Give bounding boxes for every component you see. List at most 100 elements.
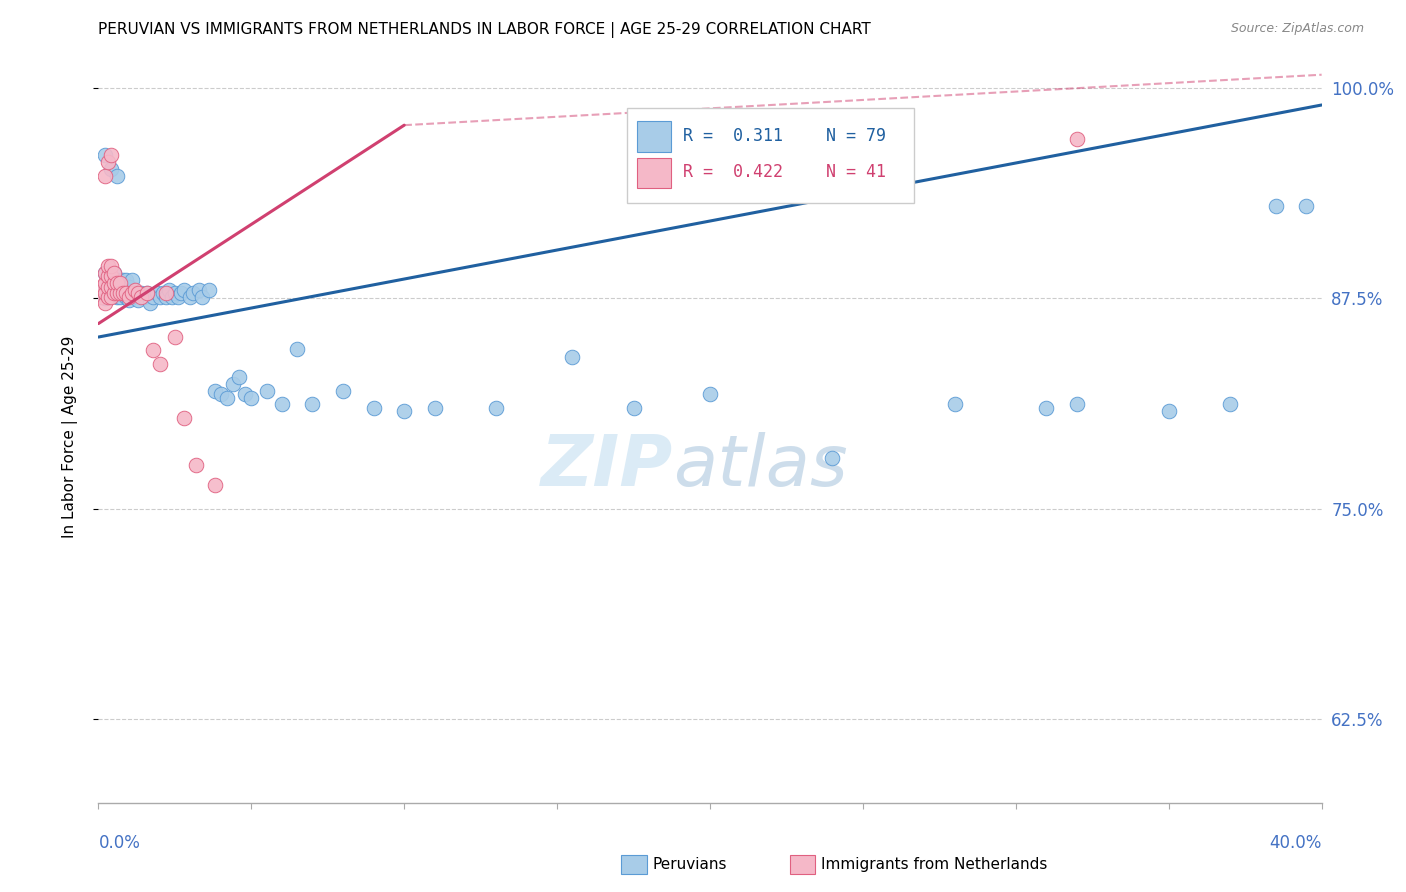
Point xyxy=(160,290,183,304)
Text: R =  0.311: R = 0.311 xyxy=(683,127,783,145)
Point xyxy=(332,384,354,398)
Point xyxy=(127,286,149,301)
Point xyxy=(943,397,966,411)
Point xyxy=(97,155,120,169)
Point xyxy=(93,266,115,280)
Point xyxy=(105,169,128,183)
Point xyxy=(181,286,204,301)
Point xyxy=(97,279,120,293)
Point xyxy=(115,286,138,301)
Y-axis label: In Labor Force | Age 25-29: In Labor Force | Age 25-29 xyxy=(62,336,77,538)
Point xyxy=(100,273,122,287)
Point xyxy=(108,279,131,293)
Point xyxy=(100,279,122,293)
Point xyxy=(155,290,177,304)
Point xyxy=(105,290,128,304)
Point xyxy=(157,283,180,297)
Bar xyxy=(627,108,914,203)
Point xyxy=(115,290,138,304)
Point xyxy=(108,290,131,304)
Point xyxy=(100,269,122,284)
Point xyxy=(191,290,214,304)
Point xyxy=(111,273,134,287)
Text: N = 41: N = 41 xyxy=(827,163,886,181)
Point xyxy=(173,283,195,297)
Point xyxy=(105,277,128,291)
Point xyxy=(1066,131,1088,145)
Point xyxy=(111,286,134,301)
Point xyxy=(209,387,232,401)
Point xyxy=(188,283,211,297)
Point xyxy=(285,342,308,356)
Text: ZIP: ZIP xyxy=(541,432,673,500)
Point xyxy=(108,286,131,301)
Point xyxy=(93,277,115,291)
Point xyxy=(90,283,112,297)
Point xyxy=(90,290,112,304)
Point xyxy=(93,266,115,280)
Point xyxy=(363,401,385,415)
Point xyxy=(124,283,146,297)
Point xyxy=(204,384,226,398)
Point xyxy=(179,290,201,304)
Text: Immigrants from Netherlands: Immigrants from Netherlands xyxy=(821,857,1047,871)
Point xyxy=(149,290,172,304)
Point xyxy=(186,458,208,472)
Point xyxy=(103,286,125,301)
Point xyxy=(1035,401,1057,415)
Point xyxy=(97,269,120,284)
Point xyxy=(93,169,115,183)
Point xyxy=(97,279,120,293)
Point xyxy=(103,266,125,280)
Text: R =  0.422: R = 0.422 xyxy=(683,163,783,181)
Point xyxy=(256,384,278,398)
Point xyxy=(111,279,134,293)
Point xyxy=(103,273,125,287)
Point xyxy=(152,286,174,301)
Point xyxy=(108,277,131,291)
Point xyxy=(139,296,162,310)
Point xyxy=(129,286,152,301)
Point xyxy=(170,286,193,301)
Text: PERUVIAN VS IMMIGRANTS FROM NETHERLANDS IN LABOR FORCE | AGE 25-29 CORRELATION C: PERUVIAN VS IMMIGRANTS FROM NETHERLANDS … xyxy=(98,22,872,38)
Bar xyxy=(637,121,671,152)
Point xyxy=(97,290,120,304)
Point xyxy=(100,161,122,176)
Point xyxy=(118,293,141,307)
Point xyxy=(105,286,128,301)
Point xyxy=(228,370,250,384)
Point xyxy=(821,451,844,466)
Text: atlas: atlas xyxy=(673,432,848,500)
Point xyxy=(97,260,120,274)
Point xyxy=(204,478,226,492)
Point xyxy=(136,286,159,301)
Point xyxy=(167,290,190,304)
Point xyxy=(155,286,177,301)
Point xyxy=(623,401,645,415)
Point xyxy=(485,401,508,415)
Point xyxy=(301,397,323,411)
Text: Source: ZipAtlas.com: Source: ZipAtlas.com xyxy=(1230,22,1364,36)
Point xyxy=(103,279,125,293)
Point xyxy=(129,290,152,304)
Point xyxy=(97,286,120,301)
Point xyxy=(222,377,245,392)
Point xyxy=(163,286,186,301)
Point xyxy=(1219,397,1241,411)
Point xyxy=(115,273,138,287)
Point xyxy=(121,286,143,301)
Point xyxy=(93,148,115,162)
Point xyxy=(103,277,125,291)
Point xyxy=(105,273,128,287)
Point xyxy=(103,286,125,301)
Point xyxy=(105,279,128,293)
Point xyxy=(561,350,583,364)
Point xyxy=(97,273,120,287)
Point xyxy=(163,330,186,344)
Point xyxy=(142,343,165,358)
Point xyxy=(699,387,721,401)
Point xyxy=(93,291,115,305)
Point xyxy=(100,148,122,162)
Point xyxy=(118,290,141,304)
Text: Peruvians: Peruvians xyxy=(652,857,727,871)
